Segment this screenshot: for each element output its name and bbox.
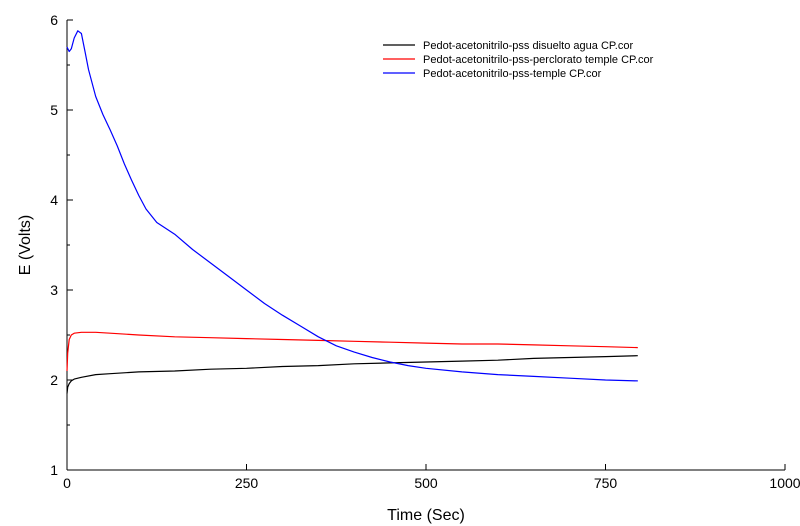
y-minor-ticks [67,64,70,426]
x-ticks: 0 250 500 750 1000 [63,464,800,491]
x-axis-title: Time (Sec) [387,507,465,524]
x-tick-label: 750 [594,475,618,491]
x-tick-label: 1000 [769,475,800,491]
series-line-1 [66,355,638,394]
y-tick-label: 4 [50,192,58,208]
y-tick-label: 2 [50,372,58,388]
y-tick-label: 5 [50,102,58,118]
legend-label: Pedot-acetonitrilo-pss-temple CP.cor [423,68,602,80]
series-line-2 [66,331,638,372]
series-lines [66,30,638,394]
x-tick-label: 250 [235,475,259,491]
legend-label: Pedot-acetonitrilo-pss disuelto agua CP.… [423,40,633,52]
legend-label: Pedot-acetonitrilo-pss-perclorato temple… [423,54,654,66]
x-tick-label: 0 [63,475,71,491]
x-tick-label: 500 [414,475,438,491]
legend: Pedot-acetonitrilo-pss disuelto agua CP.… [383,40,654,80]
plot-area: 0 250 500 750 1000 1 2 3 4 5 6 [50,12,800,491]
y-tick-label: 6 [50,12,58,28]
y-axis-title: E (Volts) [17,215,34,275]
y-tick-label: 1 [50,462,58,478]
series-line-3 [66,30,638,382]
y-ticks: 1 2 3 4 5 6 [50,12,73,478]
y-tick-label: 3 [50,282,58,298]
